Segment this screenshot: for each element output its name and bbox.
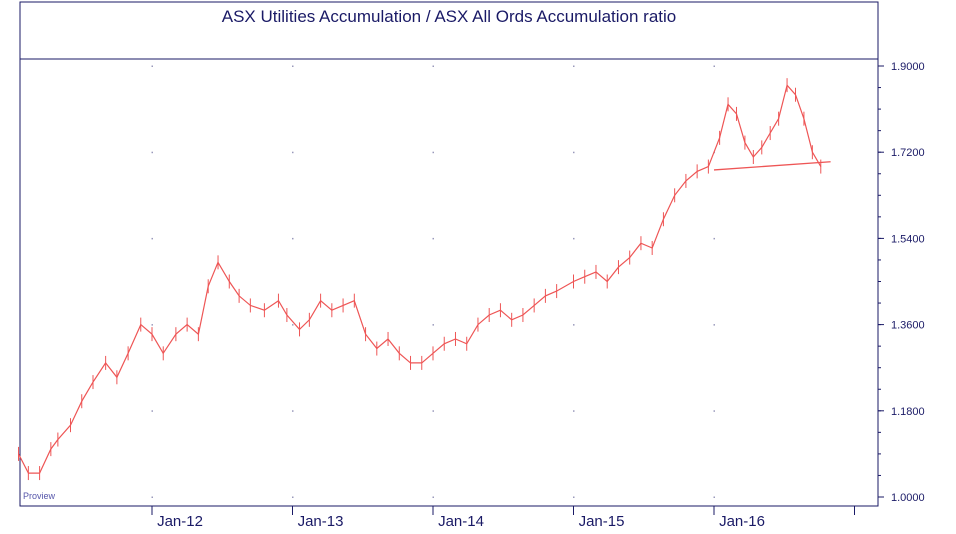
grid-dot <box>151 65 153 67</box>
grid-dot <box>713 496 715 498</box>
grid-dot <box>432 410 434 412</box>
y-tick-label: 1.0000 <box>891 492 925 504</box>
grid-dot <box>713 410 715 412</box>
grid-dot <box>151 410 153 412</box>
grid <box>151 65 715 498</box>
y-tick-label: 1.7200 <box>891 147 925 159</box>
grid-dot <box>713 324 715 326</box>
grid-dot <box>292 324 294 326</box>
watermark: Proview <box>23 491 56 501</box>
grid-dot <box>292 237 294 240</box>
grid-dot <box>432 237 434 240</box>
y-tick-label: 1.1800 <box>891 406 925 418</box>
grid-dot <box>573 324 575 326</box>
x-tick-label: Jan-14 <box>438 513 484 530</box>
y-tick-label: 1.9000 <box>891 61 925 73</box>
grid-dot <box>573 496 575 498</box>
grid-dot <box>151 324 153 326</box>
grid-dot <box>713 237 715 240</box>
trendline <box>713 161 831 171</box>
x-tick-label: Jan-16 <box>719 513 765 530</box>
x-tick-label: Jan-12 <box>157 513 203 530</box>
x-tick-label: Jan-13 <box>298 513 344 530</box>
grid-dot <box>292 151 294 154</box>
grid-dot <box>573 65 575 67</box>
grid-dot <box>573 237 575 240</box>
y-axis: 1.9000 1.7200 1.5400 1.3600 1.1800 1.0000 <box>878 61 925 504</box>
chart-title: ASX Utilities Accumulation / ASX All Ord… <box>222 7 676 26</box>
grid-dot <box>432 324 434 326</box>
grid-dot <box>292 410 294 412</box>
grid-dot <box>432 496 434 498</box>
grid-dot <box>151 151 153 154</box>
grid-dot <box>573 410 575 412</box>
x-axis: Jan-12 Jan-13 Jan-14 Jan-15 Jan-16 <box>151 506 855 530</box>
y-tick-label: 1.3600 <box>891 320 925 332</box>
grid-dot <box>432 151 434 154</box>
y-tick-label: 1.5400 <box>891 233 925 245</box>
grid-dot <box>292 496 294 498</box>
grid-dot <box>432 65 434 67</box>
grid-dot <box>292 65 294 67</box>
grid-dot <box>573 151 575 154</box>
annotation-layer <box>713 161 831 171</box>
grid-dot <box>151 237 153 240</box>
grid-dot <box>713 65 715 67</box>
series-layer <box>17 78 822 481</box>
grid-dot <box>151 496 153 498</box>
x-tick-label: Jan-15 <box>579 513 625 530</box>
